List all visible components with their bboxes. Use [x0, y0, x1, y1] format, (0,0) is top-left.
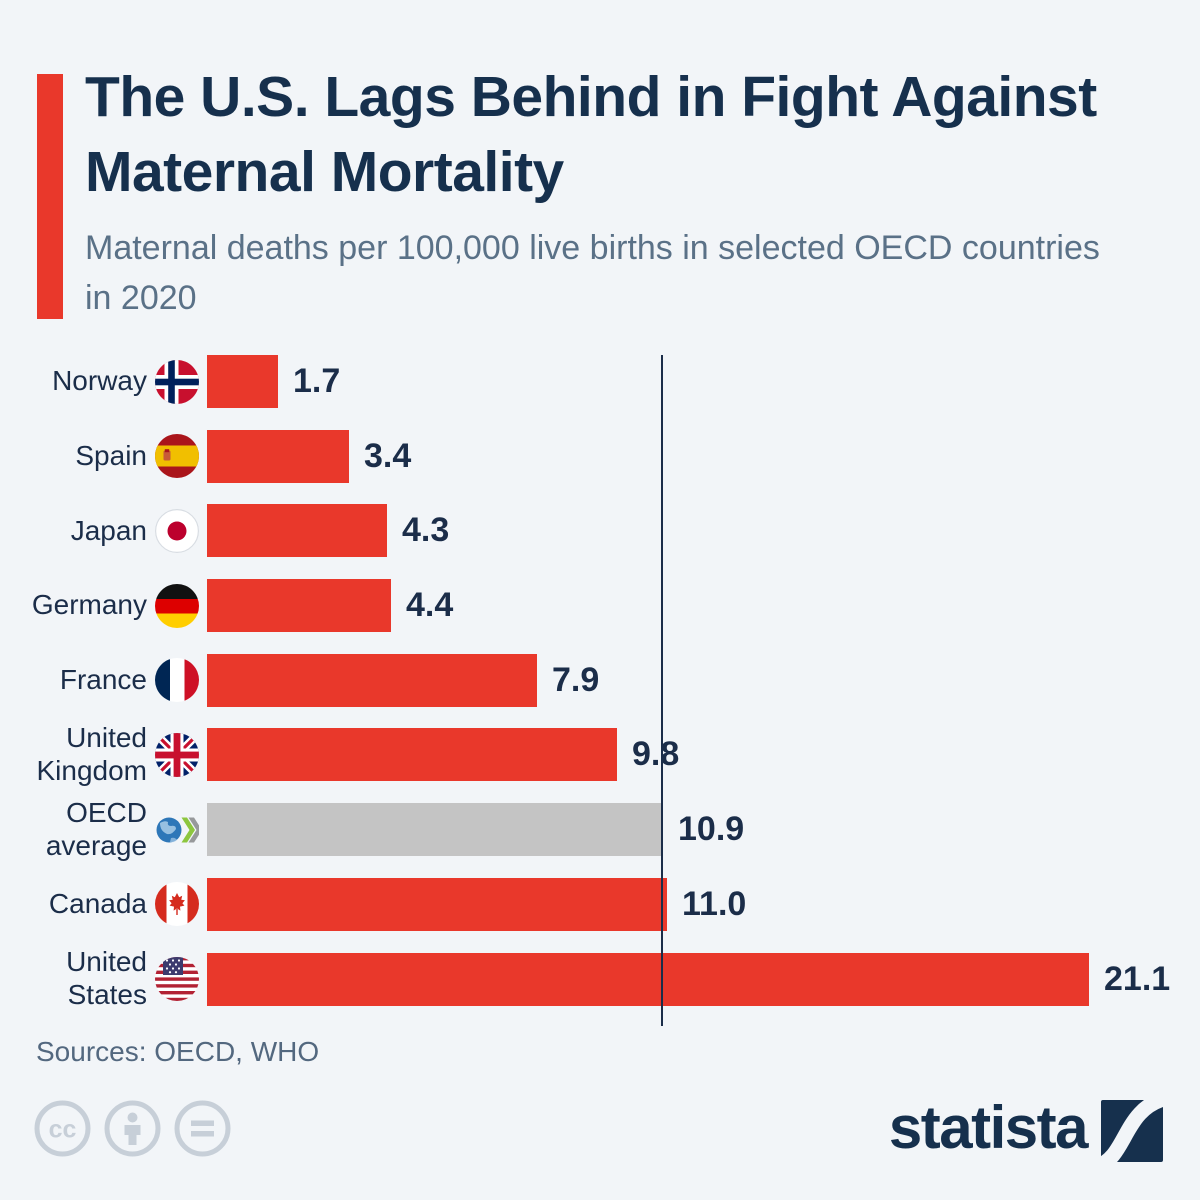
bar — [207, 803, 663, 857]
country-label: France — [59, 663, 147, 695]
svg-text:cc: cc — [49, 1116, 77, 1144]
value-label: 21.1 — [1104, 959, 1171, 998]
bar — [207, 653, 537, 707]
page-subtitle: Maternal deaths per 100,000 live births … — [85, 229, 1100, 317]
page-title: The U.S. Lags Behind in Fight Against Ma… — [85, 65, 1097, 205]
united-kingdom-flag-icon — [155, 732, 199, 777]
country-label: Germany — [31, 589, 147, 621]
value-label: 9.8 — [632, 735, 680, 774]
value-label: 4.3 — [402, 511, 450, 550]
cc-icon[interactable]: cc — [34, 1100, 91, 1157]
no-derivatives-icon[interactable] — [174, 1100, 231, 1157]
bar — [207, 355, 278, 408]
value-label: 7.9 — [552, 660, 600, 699]
united-states-flag-icon — [155, 957, 199, 1001]
bar-row-france: France 7.9 — [0, 653, 1200, 707]
bar-chart: Norway 1.7 Spain 3.4 Japan 4.3 Germany 4… — [0, 355, 1200, 1027]
country-label: OECD average — [45, 796, 147, 861]
country-label: Canada — [48, 887, 147, 919]
title-accent-bar — [37, 74, 63, 319]
france-flag-icon — [155, 658, 199, 703]
bar — [207, 952, 1089, 1006]
statista-wordmark: statista — [888, 1094, 1089, 1161]
country-label: Spain — [75, 439, 147, 471]
country-label: United Kingdom — [36, 722, 147, 786]
license-badge[interactable]: cc — [34, 1100, 231, 1157]
bar — [207, 877, 667, 931]
oecd-logo-icon — [155, 808, 199, 852]
bar-row-united-kingdom: United Kingdom 9.8 — [0, 722, 1200, 786]
bar-row-japan: Japan 4.3 — [0, 504, 1200, 558]
bar — [207, 429, 349, 483]
value-label: 4.4 — [406, 586, 454, 625]
country-label: Japan — [70, 514, 147, 546]
bar — [207, 504, 387, 558]
canada-flag-icon — [155, 882, 199, 927]
bar-row-united-states: United States 21.1 — [0, 946, 1200, 1010]
norway-flag-icon — [155, 359, 199, 404]
germany-flag-icon — [155, 583, 199, 628]
bar-row-germany: Germany 4.4 — [0, 579, 1200, 633]
value-label: 1.7 — [293, 362, 341, 400]
bar-row-norway: Norway 1.7 — [0, 355, 1200, 408]
bar — [207, 728, 617, 782]
country-label: United States — [66, 946, 147, 1010]
attribution-person-icon[interactable] — [104, 1100, 161, 1157]
statista-logo-mark — [1101, 1100, 1163, 1162]
value-label: 10.9 — [678, 810, 745, 849]
spain-flag-icon — [155, 434, 199, 479]
bar-row-spain: Spain 3.4 — [0, 429, 1200, 483]
value-label: 3.4 — [364, 436, 412, 475]
oecd-average-reference-line — [661, 355, 663, 1026]
bar — [207, 579, 391, 633]
statista-logo[interactable]: statista — [889, 1098, 1163, 1164]
sources-note: Sources: OECD, WHO — [36, 1036, 320, 1067]
bar-rows: Norway 1.7 Spain 3.4 Japan 4.3 Germany 4… — [0, 355, 1200, 1010]
value-label: 11.0 — [682, 884, 747, 923]
country-label: Norway — [52, 365, 147, 397]
bar-row-canada: Canada 11.0 — [0, 877, 1200, 931]
japan-flag-icon — [155, 508, 199, 553]
bar-row-oecd-average: OECD average 10.9 — [0, 797, 1200, 861]
